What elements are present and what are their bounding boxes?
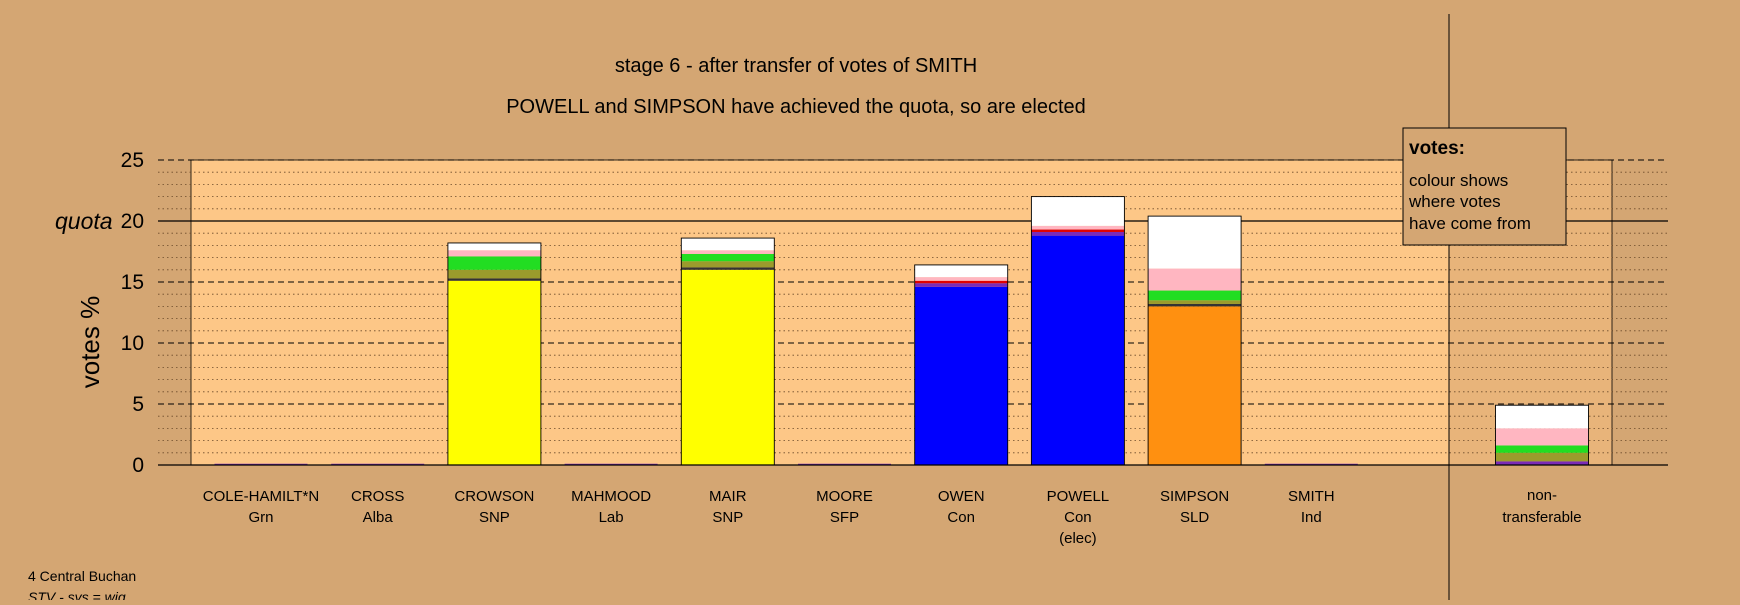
candidate-simpson-bar-segment (1148, 216, 1242, 269)
x-tick-label-note: (elec) (1059, 530, 1097, 547)
x-tick-label-name: MAIR (709, 488, 747, 505)
candidate-mair-bar-segment (681, 267, 775, 270)
candidate-crowson-bar-segment (447, 280, 541, 465)
x-tick-label-name: MOORE (816, 488, 873, 505)
legend: votes: colour shows where votes have com… (1402, 127, 1567, 246)
x-tick-label-name: SIMPSON (1160, 488, 1229, 505)
y-tick-label: 25 (121, 149, 144, 172)
candidate-owen-bar-segment (914, 283, 1008, 287)
nontransferable-bar-segment (1495, 405, 1589, 429)
y-axis-label: votes % (75, 296, 105, 389)
candidate-crowson-bar-segment (447, 250, 541, 257)
legend-title: votes: (1409, 138, 1465, 159)
candidate-powell-bar-segment (1031, 235, 1125, 465)
nontransferable-bar-segment (1495, 452, 1589, 462)
y-tick-label: 10 (121, 332, 144, 355)
nontransferable-bar-segment (1495, 461, 1589, 465)
candidate-owen-bar-segment (914, 286, 1008, 465)
candidate-mair-bar-segment (681, 238, 775, 251)
x-tick-label-party: Con (1064, 509, 1092, 526)
x-tick-label-name: OWEN (938, 488, 985, 505)
x-tick-label-name: MAHMOOD (571, 488, 651, 505)
gridlines (158, 159, 1668, 454)
legend-line-3: have come from (1409, 214, 1531, 233)
x-tick-label-party: Grn (248, 509, 273, 526)
plot-area (190, 159, 1450, 466)
candidate-mair-bar-segment (681, 253, 775, 262)
chart-title: stage 6 - after transfer of votes of SMI… (615, 55, 977, 77)
candidate-simpson-bar-segment (1148, 268, 1242, 291)
candidate-crowson-bar-segment (447, 278, 541, 281)
footer-ward: 4 Central Buchan (28, 568, 136, 584)
x-tick-label-nontransferable: non- (1527, 487, 1557, 504)
legend-line-2: where votes (1408, 192, 1501, 211)
candidate-simpson-bar-segment (1148, 300, 1242, 304)
chart-subtitle: POWELL and SIMPSON have achieved the quo… (506, 96, 1086, 118)
x-tick-label-party: Alba (363, 509, 394, 526)
axes: 0 5 10 15 20 25 quota COLE-HAMILT*N Grn CROSS Alba… (55, 14, 1668, 600)
candidate-owen-bar-segment (914, 264, 1008, 278)
candidate-crowson-bar-segment (447, 256, 541, 270)
candidate-crowson-bar-segment (447, 242, 541, 251)
legend-box (1402, 127, 1567, 246)
candidate-owen-bar-segment (914, 280, 1008, 284)
nontransferable-bar-segment (1495, 428, 1589, 446)
x-tick-label-name: POWELL (1047, 488, 1110, 505)
candidate-simpson-bar-segment (1148, 306, 1242, 465)
x-tick-label-name: CROWSON (454, 488, 534, 505)
y-tick-label: 0 (132, 454, 144, 477)
candidate-mair-bar-segment (681, 250, 775, 254)
candidate-owen-bar-segment (914, 277, 1008, 281)
candidate-crowson-bar-segment (447, 269, 541, 279)
footer-system: STV - sys = wig (28, 589, 126, 600)
candidate-powell-bar-segment (1031, 229, 1125, 232)
x-tick-label-nontransferable-2: transferable (1502, 509, 1581, 526)
x-tick-label-party: SNP (479, 509, 510, 526)
x-tick-label-party: SNP (712, 509, 743, 526)
bars (214, 196, 1589, 466)
candidate-powell-bar-segment (1031, 231, 1125, 236)
y-tick-label: 20 (121, 210, 144, 233)
candidate-simpson-bar-segment (1148, 303, 1242, 307)
candidate-simpson-bar-segment (1148, 290, 1242, 301)
x-tick-label-party: SFP (830, 509, 859, 526)
candidate-powell-bar-segment (1031, 196, 1125, 226)
nontransferable-bar-segment (1495, 445, 1589, 453)
plot-background (190, 159, 1613, 466)
x-tick-label-name: COLE-HAMILT*N (203, 488, 319, 505)
y-tick-label: 5 (132, 393, 144, 416)
x-tick-label-party: Con (947, 509, 975, 526)
legend-line-1: colour shows (1409, 171, 1508, 190)
x-tick-label-name: CROSS (351, 488, 404, 505)
quota-label: quota (55, 208, 113, 234)
candidate-mair-bar-segment (681, 261, 775, 268)
candidate-powell-bar-segment (1031, 225, 1125, 230)
x-tick-label-party: Ind (1301, 509, 1322, 526)
y-tick-label: 15 (121, 271, 144, 294)
candidate-mair-bar-segment (681, 269, 775, 465)
x-tick-label-party: Lab (599, 509, 624, 526)
x-tick-label-party: SLD (1180, 509, 1209, 526)
x-tick-label-name: SMITH (1288, 488, 1335, 505)
